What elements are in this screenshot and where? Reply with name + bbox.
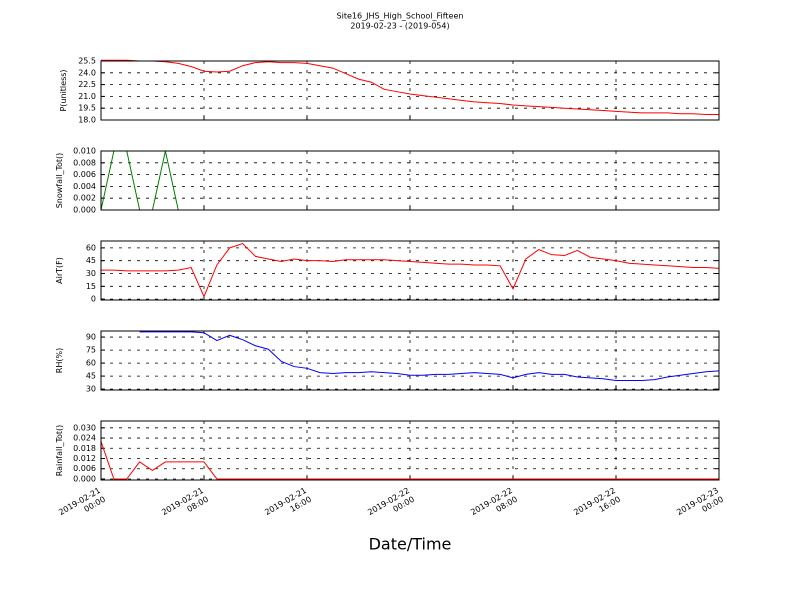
x-axis-label: Date/Time [369, 535, 452, 554]
y-tick-label: 45 [86, 256, 96, 265]
y-tick-label: 15 [86, 282, 96, 291]
data-line [101, 242, 719, 298]
y-tick-label: 0.030 [73, 423, 96, 432]
y-tick-label: 0.006 [73, 170, 96, 179]
y-tick-label: 0.008 [73, 158, 96, 167]
y-tick-label: 0 [91, 295, 96, 304]
y-axis-label: Snowfall_Tot() [55, 153, 64, 209]
y-axis-label: RH(%) [55, 348, 64, 373]
y-tick-label: 45 [86, 372, 96, 381]
panel-frame [100, 330, 720, 391]
y-tick-label: 0.018 [73, 444, 96, 453]
chart-subtitle: 2019-02-23 - (2019-054) [350, 22, 449, 31]
panel-frame [100, 150, 720, 211]
y-tick-label: 0.000 [73, 206, 96, 215]
panel-frame [100, 60, 720, 121]
y-tick-label: 60 [86, 359, 96, 368]
y-tick-label: 30 [86, 269, 96, 278]
panel-frame [100, 420, 720, 481]
y-tick-label: 0.002 [73, 194, 96, 203]
panel-frame [100, 240, 720, 301]
y-axis-label: Rainfall_Tot() [55, 425, 64, 477]
y-tick-label: 30 [86, 385, 96, 394]
y-axis-label: P(unitless) [59, 69, 68, 111]
data-line [139, 331, 719, 381]
y-tick-label: 19.5 [78, 104, 96, 113]
y-tick-label: 90 [86, 333, 96, 342]
y-tick-label: 0.024 [73, 434, 96, 443]
y-tick-label: 0.006 [73, 464, 96, 473]
y-tick-label: 25.5 [78, 57, 96, 66]
y-tick-label: 21.0 [78, 92, 96, 101]
y-axis-label: AirT(F) [55, 257, 64, 284]
y-tick-label: 22.5 [78, 80, 96, 89]
y-tick-label: 60 [86, 243, 96, 252]
data-line [101, 59, 719, 115]
data-line [101, 441, 719, 480]
y-tick-label: 75 [86, 346, 96, 355]
chart-title: Site16_JHS_High_School_Fifteen [337, 12, 464, 21]
y-tick-label: 0.000 [73, 474, 96, 483]
y-tick-label: 24.0 [78, 68, 96, 77]
y-tick-label: 0.010 [73, 147, 96, 156]
y-tick-label: 18.0 [78, 116, 96, 125]
y-tick-label: 0.012 [73, 454, 96, 463]
y-tick-label: 0.004 [73, 182, 96, 191]
